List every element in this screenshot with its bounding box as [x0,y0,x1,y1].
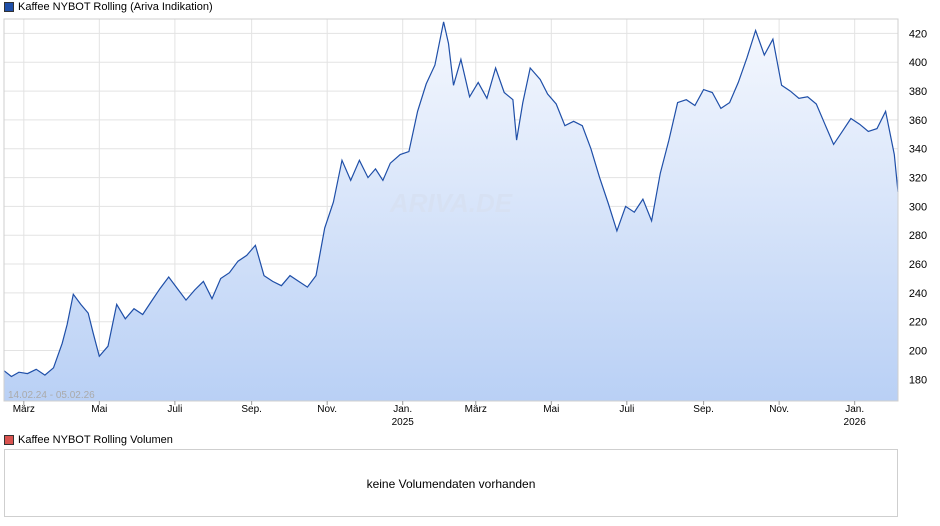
y-axis: 180 200 220 240 260 280 300 320 340 360 380 400 420 [909,28,927,386]
legend-swatch-volume [4,435,14,445]
x-tick-year-label: 2025 [392,417,415,428]
y-tick-label: 420 [909,28,927,40]
x-axis: März Mai Juli Sep. Nov. Jan. 2025 März Mai Juli Se… [13,401,867,428]
y-tick-label: 380 [909,86,927,98]
x-tick-label: März [465,404,487,415]
plot-border [3,18,899,402]
y-tick-label: 240 [909,288,927,300]
y-tick-label: 300 [909,201,927,213]
y-tick-label: 280 [909,230,927,242]
x-tick-label: März [13,404,35,415]
legend-price: Kaffee NYBOT Rolling (Ariva Indikation) [4,0,213,14]
x-tick-label: Mai [91,404,107,415]
x-tick-label: Nov. [769,404,789,415]
x-tick-year-label: 2026 [844,417,867,428]
y-tick-label: 200 [909,346,927,358]
volume-empty-message: keine Volumendaten vorhanden [366,477,536,491]
price-chart[interactable]: ARIVA.DE 180 200 220 240 260 280 300 320 340 360 3… [0,0,940,430]
chart-watermark: ARIVA.DE [389,188,513,218]
x-tick-label: Nov. [317,404,337,415]
x-tick-label: Jan. [845,404,864,415]
x-tick-label: Juli [619,404,634,415]
x-tick-label: Jan. [393,404,412,415]
price-line [3,21,899,378]
x-tick-label: Sep. [241,404,262,415]
y-tick-label: 320 [909,173,927,185]
y-tick-label: 360 [909,115,927,127]
y-tick-label: 400 [909,57,927,69]
legend-label-price: Kaffee NYBOT Rolling (Ariva Indikation) [18,1,213,13]
x-tick-label: Juli [167,404,182,415]
date-range-label: 14.02.24 - 05.02.26 [8,390,95,401]
y-tick-label: 220 [909,317,927,329]
y-tick-label: 180 [909,374,927,386]
x-tick-label: Sep. [693,404,714,415]
y-tick-label: 340 [909,144,927,156]
y-tick-label: 260 [909,259,927,271]
volume-panel: keine Volumendaten vorhanden [4,449,898,517]
legend-swatch-price [4,2,14,12]
legend-label-volume: Kaffee NYBOT Rolling Volumen [18,434,173,446]
legend-volume: Kaffee NYBOT Rolling Volumen [4,433,173,447]
x-tick-label: Mai [543,404,559,415]
